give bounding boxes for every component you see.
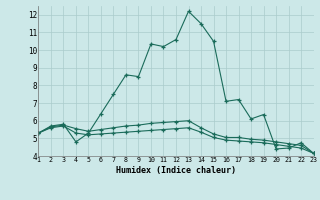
X-axis label: Humidex (Indice chaleur): Humidex (Indice chaleur)	[116, 166, 236, 175]
